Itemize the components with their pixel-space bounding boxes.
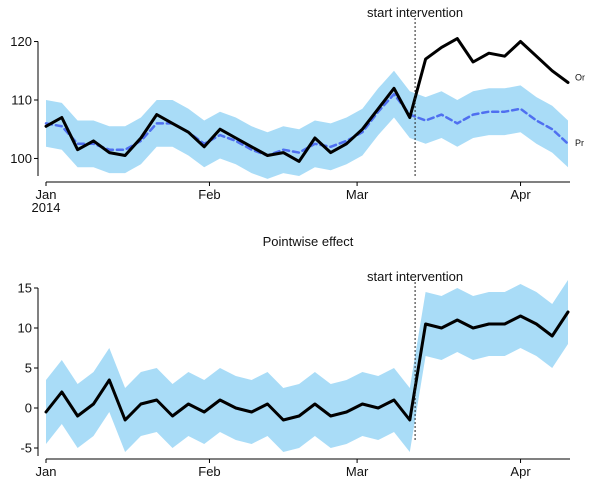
series-label-observed: Or — [575, 72, 585, 82]
series-label-predicted: Pr — [575, 138, 584, 148]
y-tick-label: 120 — [10, 34, 32, 49]
x-tick-label: Feb — [198, 187, 220, 202]
effect-interval-band — [46, 280, 568, 452]
y-tick-labels: 100 110 120 — [10, 34, 38, 166]
band-effect — [46, 280, 568, 452]
series-end-labels: Or Pr — [575, 72, 585, 147]
x-tick-labels: Jan Feb Mar Apr — [36, 459, 531, 479]
y-tick-label: 5 — [25, 361, 32, 376]
x-tick-label: Mar — [346, 464, 369, 479]
x-tick-label: Feb — [198, 464, 220, 479]
pointwise-effect-title: Pointwise effect — [263, 234, 354, 249]
y-tick-label: 15 — [18, 281, 32, 296]
x-axis: Jan Feb Mar Apr — [36, 458, 570, 479]
x-tick-label: Jan — [36, 464, 57, 479]
y-tick-label: -5 — [20, 441, 32, 456]
band-predicted — [46, 70, 568, 179]
y-tick-label: 100 — [10, 151, 32, 166]
y-axis: 100 110 120 — [10, 34, 39, 176]
y-axis: -5 0 5 10 15 — [18, 281, 39, 456]
pointwise-effect-panel: start intervention -5 0 5 10 15 Jan Feb Mar Apr — [18, 269, 570, 479]
observed-line — [44, 37, 570, 163]
x-tick-sublabel: 2014 — [32, 200, 61, 215]
x-tick-label: Apr — [510, 464, 531, 479]
series-lines — [44, 37, 570, 163]
y-tick-label: 110 — [11, 93, 32, 108]
intervention-label: start intervention — [367, 5, 463, 20]
effect-line — [44, 310, 570, 422]
x-tick-label: Jan — [36, 187, 57, 202]
y-tick-labels: -5 0 5 10 15 — [18, 281, 38, 456]
prediction-interval-band — [46, 70, 568, 179]
y-tick-label: 0 — [25, 401, 32, 416]
x-tick-label: Apr — [510, 187, 531, 202]
series-lines — [44, 310, 570, 422]
intervention-label: start intervention — [367, 269, 463, 284]
x-tick-label: Mar — [346, 187, 369, 202]
y-tick-label: 10 — [18, 321, 32, 336]
